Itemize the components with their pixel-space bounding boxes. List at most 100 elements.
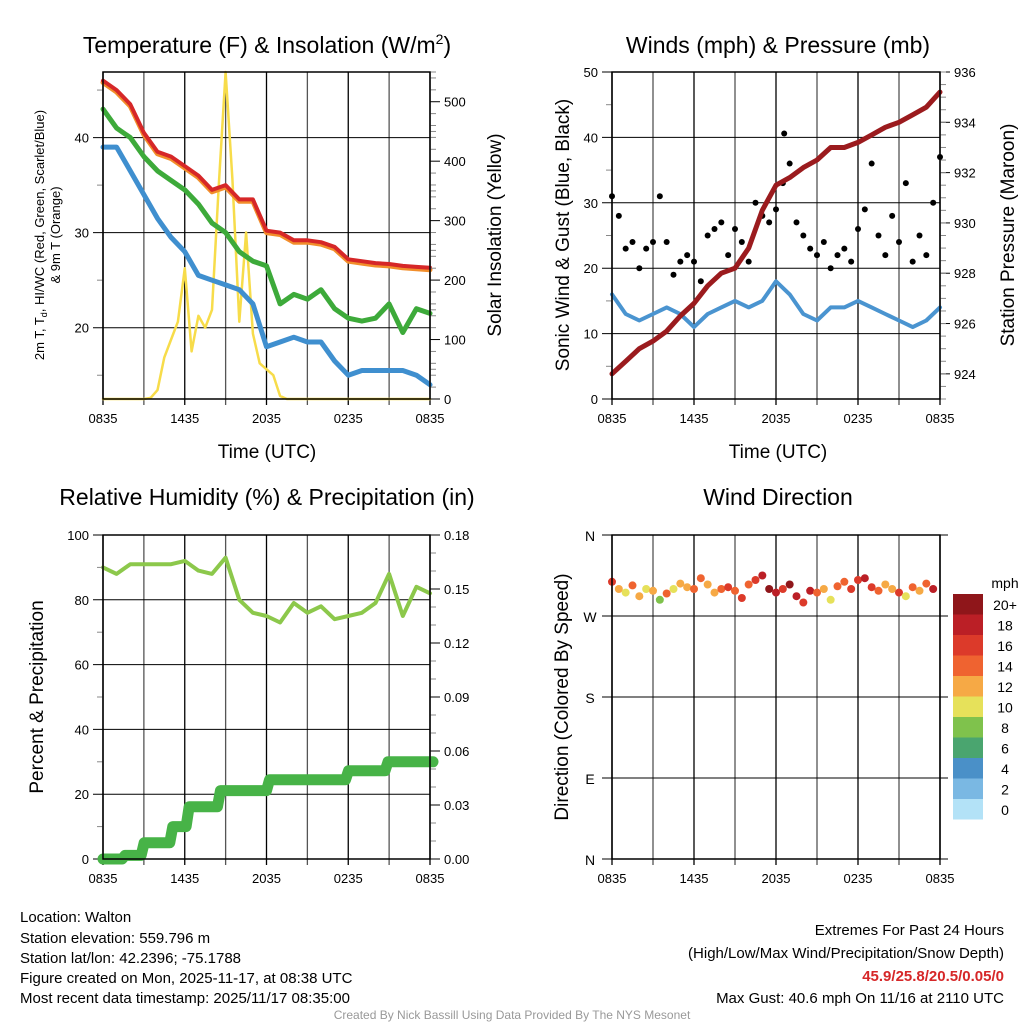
direction-point (772, 588, 780, 597)
x-tick-label: 0835 (598, 411, 627, 426)
gust-point (650, 239, 656, 246)
gust-point (622, 245, 629, 252)
gust-point (718, 219, 725, 226)
direction-y-label: Direction (Colored By Speed) (552, 573, 573, 820)
gust-point (868, 160, 875, 167)
direction-point (737, 594, 746, 602)
direction-point (621, 588, 630, 597)
y-right-tick-label: 0.09 (444, 690, 469, 705)
y-right-tick-label: 926 (954, 317, 976, 332)
gust-point (773, 206, 779, 213)
extremes-heading: Extremes For Past 24 Hours (815, 922, 1004, 939)
direction-point (744, 580, 753, 589)
y-right-tick-label: 932 (954, 166, 976, 181)
gust-point (902, 180, 909, 187)
y-right-tick-label: 400 (444, 154, 466, 169)
plot-frame (102, 71, 431, 400)
humidity-y-label: Percent & Precipitation (27, 600, 48, 793)
gust-point (656, 193, 663, 200)
legend-label: 16 (997, 638, 1013, 654)
gust-point (889, 212, 896, 219)
y-right-tick-label: 934 (954, 115, 976, 130)
x-tick-label: 1435 (170, 871, 199, 886)
gust-point (738, 239, 745, 246)
direction-point (895, 588, 903, 597)
y-right-tick-label: 0.06 (444, 744, 469, 759)
precipitation-line (97, 756, 439, 865)
info-recent: Most recent data timestamp: 2025/11/17 0… (20, 990, 350, 1007)
pressure-y-label: Station Pressure (Maroon) (998, 124, 1019, 347)
gust-point (766, 219, 773, 226)
y-tick-label: 20 (584, 261, 598, 276)
gust-point (800, 232, 807, 239)
direction-tick-label: E (585, 771, 594, 787)
plot-frame (611, 534, 941, 860)
direction-tick-label: S (585, 690, 594, 706)
legend-label: 18 (997, 618, 1013, 634)
direction-point (731, 586, 739, 595)
gust-point (643, 245, 650, 252)
y-right-tick-label: 300 (444, 214, 466, 229)
y-tick-label: 40 (75, 722, 89, 737)
pressure-line (609, 89, 943, 377)
direction-panel-title: Wind Direction (703, 484, 853, 510)
y-tick-label: 100 (67, 528, 89, 543)
humidity-panel-title: Relative Humidity (%) & Precipitation (i… (59, 484, 474, 510)
gust-point (855, 225, 861, 232)
direction-point (642, 585, 651, 593)
gust-point (834, 252, 841, 259)
plot-frame (611, 71, 941, 400)
direction-point (649, 586, 657, 595)
x-tick-label: 0235 (334, 411, 363, 426)
y-tick-label: 60 (75, 658, 89, 673)
y-right-tick-label: 928 (954, 266, 976, 281)
direction-point (847, 585, 856, 593)
y-right-tick-label: 0.00 (444, 852, 469, 867)
x-tick-label: 1435 (170, 411, 199, 426)
info-created: Figure created on Mon, 2025-11-17, at 08… (20, 970, 353, 987)
legend-label: 0 (1001, 802, 1009, 818)
temperature-y-label: 2m T, Td, HI/WC (Red, Green, Scarlet/Blu… (32, 110, 49, 360)
direction-point (819, 585, 828, 593)
direction-point (826, 595, 835, 604)
direction-point (758, 571, 767, 580)
y-right-tick-label: 0.18 (444, 528, 469, 543)
sonic-wind-line (610, 279, 942, 330)
gust-point (636, 265, 643, 272)
legend-swatch (953, 696, 983, 717)
y-right-tick-label: 100 (444, 333, 466, 348)
y-tick-label: 50 (584, 65, 598, 80)
gust-point (861, 206, 868, 213)
gust-point (732, 225, 738, 232)
direction-point (813, 588, 821, 597)
direction-point (881, 580, 890, 589)
direction-point (635, 592, 644, 601)
y-right-tick-label: 0.15 (444, 582, 469, 597)
direction-point (901, 592, 910, 601)
y-tick-label: 30 (584, 196, 598, 211)
humidity-line (101, 555, 432, 625)
winds-panel-title: Winds (mph) & Pressure (mb) (626, 32, 930, 58)
y-tick-label: 30 (75, 226, 89, 241)
credit-text: Created By Nick Bassill Using Data Provi… (334, 1008, 691, 1022)
gust-point (896, 239, 902, 246)
legend-label: 10 (997, 700, 1013, 716)
gust-point (827, 265, 834, 272)
dewpoint-line (100, 106, 433, 335)
gust-point (752, 199, 759, 206)
gust-point (930, 199, 937, 206)
x-tick-label: 0835 (416, 411, 445, 426)
x-tick-label: 2035 (762, 871, 791, 886)
y-tick-label: 20 (75, 321, 89, 336)
temp-2m-line (101, 78, 432, 270)
x-tick-label: 0835 (416, 871, 445, 886)
gust-point (909, 258, 916, 265)
gust-point (841, 245, 848, 252)
y-right-tick-label: 936 (954, 65, 976, 80)
wind-y-label: Sonic Wind & Gust (Blue, Black) (553, 99, 574, 371)
extremes-subheading: (High/Low/Max Wind/Precipitation/Snow De… (688, 945, 1004, 962)
gust-point (875, 232, 882, 239)
x-tick-label: 2035 (252, 871, 281, 886)
gust-point (629, 239, 636, 246)
